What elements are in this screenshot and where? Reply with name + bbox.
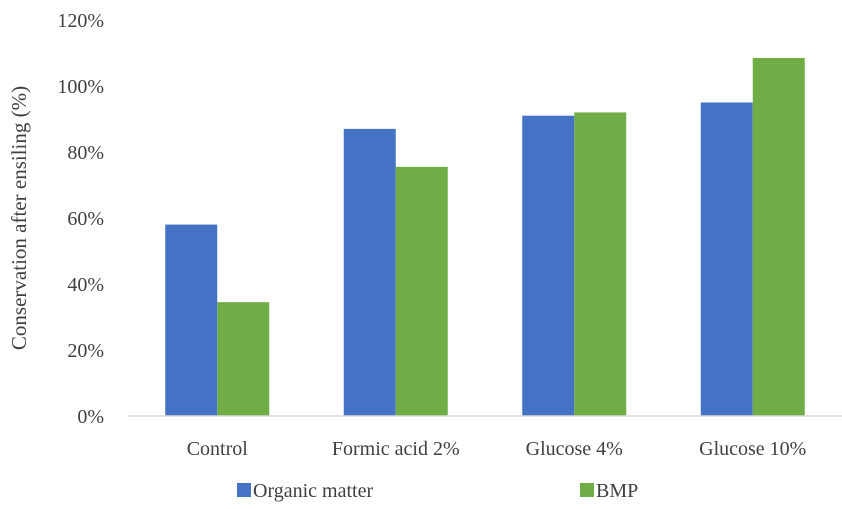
x-tick-label: Formic acid 2%: [332, 438, 460, 460]
y-tick-label: 0%: [77, 406, 104, 428]
y-tick-label: 60%: [67, 208, 104, 230]
bar-bmp: [752, 57, 805, 416]
x-axis-ticks: Control Formic acid 2% Glucose 4% Glucose 1…: [187, 438, 807, 460]
y-tick-label: 80%: [67, 142, 104, 164]
x-tick-label: Glucose 4%: [526, 438, 623, 460]
y-axis-label: Conservation after ensiling (%): [7, 86, 31, 350]
y-axis-ticks: 0% 20% 40% 60% 80% 100% 120%: [57, 10, 104, 428]
legend: Organic matter BMP: [237, 480, 638, 502]
bar-bmp: [217, 302, 270, 416]
bar-organic-matter: [343, 128, 396, 416]
x-tick-label: Control: [187, 438, 249, 460]
legend-swatch: [580, 483, 594, 497]
y-tick-label: 40%: [67, 274, 104, 296]
y-tick-label: 120%: [57, 10, 104, 32]
legend-label: Organic matter: [253, 480, 373, 502]
bar-bmp: [395, 166, 448, 416]
legend-label: BMP: [596, 480, 638, 502]
legend-swatch: [237, 483, 251, 497]
y-tick-label: 100%: [57, 76, 104, 98]
bar-organic-matter: [700, 102, 753, 416]
bar-bmp: [574, 112, 627, 417]
bars: [165, 57, 805, 417]
y-tick-label: 20%: [67, 340, 104, 362]
x-tick-label: Glucose 10%: [699, 438, 806, 460]
bar-organic-matter: [522, 115, 575, 416]
bar-organic-matter: [165, 224, 218, 416]
